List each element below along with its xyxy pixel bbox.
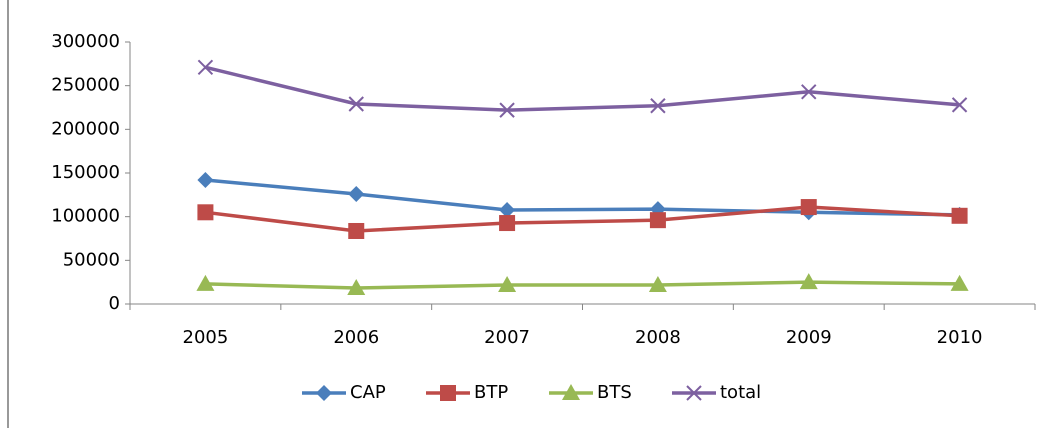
y-tick-label: 50000	[63, 249, 120, 270]
x-tick-label: 2006	[333, 327, 379, 348]
marker	[499, 202, 516, 219]
x-tick-label: 2007	[484, 327, 530, 348]
legend-label: total	[720, 382, 761, 403]
marker	[197, 171, 214, 188]
series-line	[205, 178, 960, 217]
marker	[499, 215, 516, 232]
marker	[649, 212, 666, 229]
marker	[499, 102, 515, 118]
legend-marker	[316, 385, 332, 401]
marker	[950, 274, 969, 291]
marker	[348, 222, 365, 239]
legend-marker	[562, 384, 580, 400]
x-tick-label: 2008	[635, 327, 681, 348]
marker	[347, 279, 366, 296]
y-tick-label: 250000	[51, 75, 120, 96]
marker	[196, 274, 215, 291]
marker	[648, 275, 667, 292]
marker	[498, 275, 517, 292]
series-line	[205, 280, 960, 290]
marker	[951, 207, 968, 224]
y-tick-label: 100000	[51, 206, 120, 227]
series-line	[205, 205, 960, 233]
marker	[348, 185, 365, 202]
y-tick-label: 300000	[51, 31, 120, 52]
legend-label: BTS	[597, 382, 632, 403]
y-tick-label: 0	[109, 293, 120, 314]
y-tick-label: 200000	[51, 118, 120, 139]
legend-label: CAP	[350, 382, 386, 403]
x-tick-label: 2009	[786, 327, 832, 348]
legend-label: BTP	[474, 382, 508, 403]
marker	[650, 98, 666, 114]
marker	[801, 84, 817, 100]
marker	[197, 204, 214, 221]
marker	[348, 96, 364, 112]
marker	[197, 59, 214, 76]
x-tick-label: 2005	[183, 327, 229, 348]
y-tick-label: 150000	[51, 162, 120, 183]
series-line	[205, 65, 960, 112]
marker	[799, 273, 818, 290]
marker	[951, 97, 968, 113]
legend-marker	[440, 385, 456, 401]
marker	[800, 199, 817, 216]
legend-marker	[686, 385, 702, 401]
x-tick-label: 2010	[937, 327, 983, 348]
